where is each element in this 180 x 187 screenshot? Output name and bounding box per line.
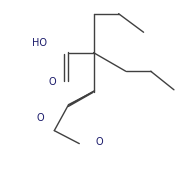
Text: O: O <box>36 113 44 123</box>
Text: O: O <box>49 77 56 87</box>
Text: HO: HO <box>32 38 48 48</box>
Text: O: O <box>95 137 103 147</box>
